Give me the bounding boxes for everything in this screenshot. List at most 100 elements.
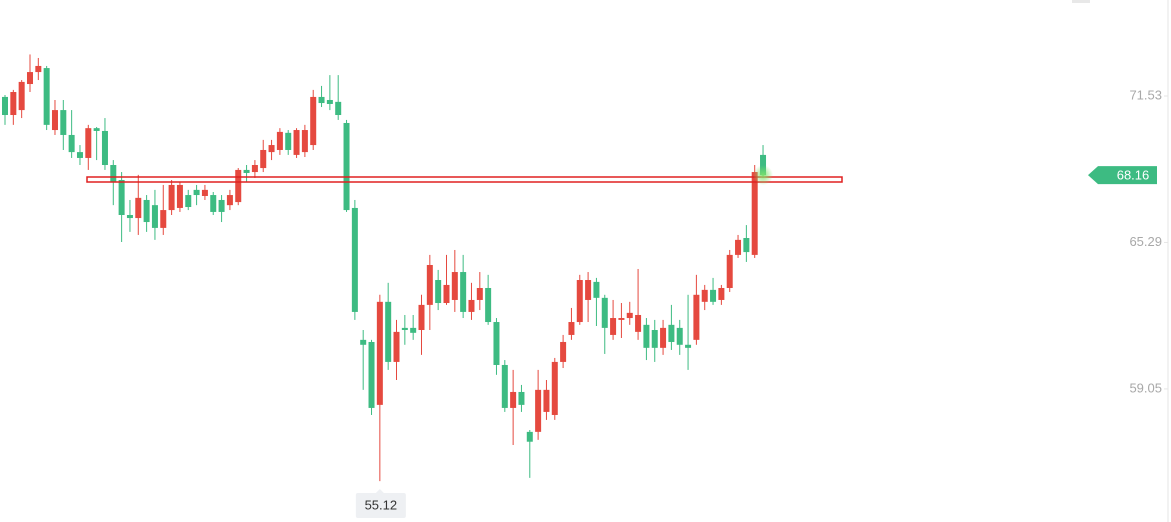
low-label: 55.12 xyxy=(365,497,398,512)
candle-body xyxy=(43,68,50,125)
candle-body xyxy=(626,312,633,319)
candle-body xyxy=(485,287,492,323)
candle-body xyxy=(251,165,258,173)
candle-body xyxy=(35,65,42,73)
candle-body xyxy=(535,389,542,432)
candle-body xyxy=(201,189,208,196)
candle-body xyxy=(576,280,583,323)
candle-body xyxy=(151,205,158,228)
candle-body xyxy=(268,145,275,153)
candle-body xyxy=(93,128,100,131)
candle-body xyxy=(335,101,342,116)
candle-body xyxy=(60,110,67,135)
candle-body xyxy=(185,195,192,208)
candle-body xyxy=(260,149,267,169)
candle-body xyxy=(385,301,392,362)
candle-body xyxy=(610,318,617,335)
candle-body xyxy=(18,81,25,111)
candle-body xyxy=(685,344,692,348)
candle-body xyxy=(451,272,458,300)
candle-body xyxy=(601,297,608,328)
candle-body xyxy=(318,96,325,104)
candle-body xyxy=(143,199,150,223)
candle-body xyxy=(743,237,750,253)
candle-body xyxy=(76,152,83,158)
candle-body xyxy=(351,207,358,312)
candle-body xyxy=(68,134,75,153)
candle-body xyxy=(443,284,450,304)
candle-body xyxy=(435,280,442,304)
candle-body xyxy=(460,272,467,312)
candle-body xyxy=(526,431,533,442)
candle-body xyxy=(668,324,675,342)
candle-body xyxy=(510,391,517,408)
candle-body xyxy=(360,339,367,345)
candle-body xyxy=(168,184,175,211)
candle-body xyxy=(635,314,642,332)
candle-body xyxy=(368,341,375,408)
candle-body xyxy=(301,130,308,153)
candle-body xyxy=(110,165,117,182)
candle-body xyxy=(518,391,525,405)
candle-body xyxy=(468,299,475,312)
candle-body xyxy=(476,287,483,300)
candle-body xyxy=(126,214,133,219)
candle-body xyxy=(276,131,283,150)
candle-body xyxy=(760,154,767,176)
last-price-label: 68.16 xyxy=(1117,168,1150,183)
candle-body xyxy=(218,199,225,212)
candle-body xyxy=(210,195,217,212)
candle-body xyxy=(568,322,575,335)
candle-body xyxy=(651,330,658,348)
y-tick-label: 71.53 xyxy=(1129,87,1162,102)
candle-body xyxy=(585,280,592,300)
corner-tab xyxy=(1072,0,1090,3)
candle-body xyxy=(560,341,567,362)
candle-body xyxy=(551,361,558,415)
y-tick-label: 65.29 xyxy=(1129,234,1162,249)
candle-body xyxy=(426,264,433,305)
candle-body xyxy=(376,301,383,405)
candle-body xyxy=(593,281,600,298)
candle-body xyxy=(676,327,683,345)
candle-body xyxy=(643,324,650,348)
candle-body xyxy=(726,254,733,288)
candle-body xyxy=(293,130,300,155)
candle-body xyxy=(118,180,125,215)
candle-body xyxy=(235,169,242,203)
candle-body xyxy=(410,327,417,333)
candle-body xyxy=(701,289,708,302)
candle-body xyxy=(10,92,17,116)
last-price-tag xyxy=(1088,166,1157,185)
candle-body xyxy=(310,96,317,146)
candle-body xyxy=(26,72,33,85)
candle-body xyxy=(226,195,233,206)
candle-body xyxy=(135,197,142,219)
candle-body xyxy=(176,184,183,208)
candle-body xyxy=(718,287,725,300)
candle-body xyxy=(243,169,250,173)
candle-body xyxy=(493,322,500,365)
candle-body xyxy=(326,99,333,104)
candle-body xyxy=(393,331,400,362)
candle-body xyxy=(710,289,717,302)
candle-body xyxy=(285,132,292,150)
candle-body xyxy=(618,318,625,320)
candle-body xyxy=(693,294,700,340)
level-box xyxy=(86,176,843,183)
candle-body xyxy=(85,128,92,158)
y-tick-label: 59.05 xyxy=(1129,380,1162,395)
candles xyxy=(2,54,767,482)
candle-body xyxy=(343,122,350,211)
low-label-box xyxy=(355,493,406,518)
candle-body xyxy=(101,130,108,166)
candle-body xyxy=(401,327,408,331)
candle-body xyxy=(160,210,167,228)
candle-body xyxy=(193,189,200,196)
last-glow xyxy=(753,165,774,186)
candle-body xyxy=(51,110,58,131)
low-pointer xyxy=(375,489,384,493)
candle-body xyxy=(751,172,758,255)
candle-body xyxy=(501,364,508,408)
